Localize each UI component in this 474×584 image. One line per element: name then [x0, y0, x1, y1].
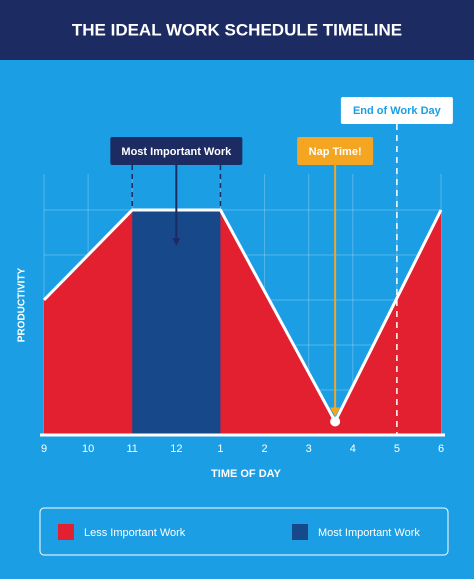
x-tick-label: 1 — [217, 443, 223, 455]
header — [0, 0, 474, 60]
legend-label: Less Important Work — [84, 527, 186, 539]
legend-box — [39, 507, 449, 556]
callout-text: Nap Time! — [309, 146, 362, 158]
y-axis-label: PRODUCTIVITY — [17, 267, 28, 342]
arrow-head — [172, 238, 181, 246]
x-tick-label: 10 — [82, 443, 94, 455]
x-tick-label: 5 — [394, 443, 400, 455]
callout-box — [110, 137, 243, 165]
callout-box — [340, 97, 453, 124]
x-tick-label: 12 — [170, 443, 182, 455]
x-tick-label: 2 — [261, 443, 267, 455]
x-tick-label: 11 — [127, 443, 138, 455]
line — [42, 208, 443, 423]
x-tick-label: 4 — [350, 443, 356, 455]
point — [330, 416, 341, 427]
x-tick-label: 9 — [41, 443, 47, 455]
legend-swatch — [58, 524, 74, 540]
legend-swatch — [292, 524, 308, 540]
x-axis-label: TIME OF DAY — [211, 468, 282, 480]
x-tick-label: 3 — [306, 443, 312, 455]
callout-text: End of Work Day — [353, 105, 442, 117]
chart-title: THE IDEAL WORK SCHEDULE TIMELINE — [72, 20, 402, 39]
x-tick-label: 6 — [438, 443, 444, 455]
callout-text: Most Important Work — [121, 146, 232, 158]
highlight-band — [132, 210, 221, 435]
callout-box — [297, 137, 374, 165]
legend-label: Most Important Work — [318, 527, 420, 539]
arrow-head — [330, 407, 341, 417]
